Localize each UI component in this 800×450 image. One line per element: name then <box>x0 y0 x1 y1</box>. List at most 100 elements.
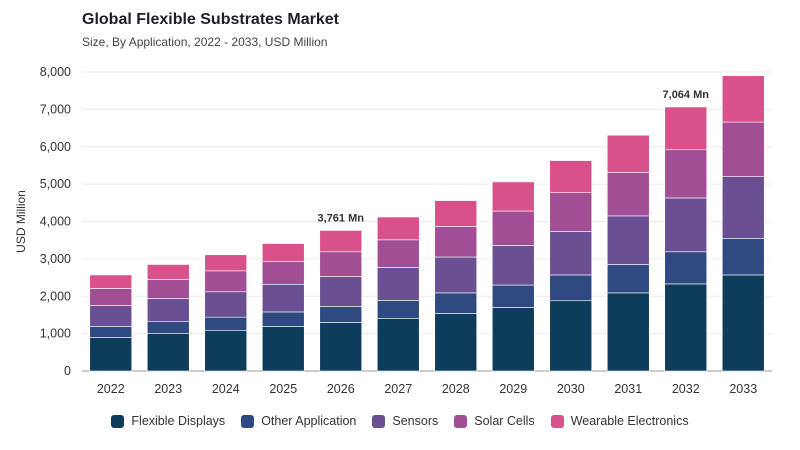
bar-segment <box>606 264 650 294</box>
bar-segment <box>549 160 593 194</box>
bar-segment <box>491 181 535 212</box>
bar-segment <box>491 284 535 308</box>
bar-segment <box>261 283 305 313</box>
legend-swatch <box>454 414 468 428</box>
bar-segment <box>319 251 363 277</box>
bar-segment <box>664 283 708 372</box>
bar-segment <box>319 322 363 372</box>
x-tick-label: 2028 <box>442 382 470 396</box>
bar-segment <box>204 316 248 331</box>
chart-title: Global Flexible Substrates Market <box>82 11 339 28</box>
x-tick-label: 2025 <box>269 382 297 396</box>
legend-item: Other Application <box>241 414 356 428</box>
y-tick-label: 7,000 <box>40 102 71 116</box>
legend-swatch <box>111 414 125 428</box>
bar-segment <box>721 121 765 177</box>
bar-segment <box>434 256 478 294</box>
legend-swatch <box>550 414 564 428</box>
bar-segment <box>491 210 535 246</box>
bar-segment <box>606 172 650 217</box>
bar-segment <box>146 264 190 280</box>
bar-segment <box>89 274 133 289</box>
bar-segment <box>434 200 478 227</box>
bar-segment <box>89 337 133 372</box>
bar-segment <box>319 306 363 323</box>
x-tick-label: 2026 <box>327 382 355 396</box>
bar-segment <box>146 333 190 372</box>
x-tick-label: 2031 <box>614 382 642 396</box>
y-tick-label: 0 <box>64 364 71 378</box>
bar-segment <box>549 192 593 232</box>
y-tick-label: 6,000 <box>40 140 71 154</box>
bar-segment <box>89 326 133 338</box>
x-tick-label: 2032 <box>672 382 700 396</box>
legend-swatch <box>241 414 255 428</box>
bar-segment <box>89 288 133 306</box>
bar-segment <box>261 326 305 372</box>
bar-total-annotation: 3,761 Mn <box>318 212 365 224</box>
x-tick-label: 2030 <box>557 382 585 396</box>
x-tick-label: 2027 <box>384 382 412 396</box>
stacked-bar-chart: 0 1,000 2,000 3,000 4,000 5,000 6,000 7,000 8,00… <box>14 65 772 396</box>
bar-segment <box>204 291 248 318</box>
legend-item: Wearable Electronics <box>550 414 689 428</box>
bar-segment <box>261 261 305 285</box>
bar-segment <box>434 313 478 372</box>
x-tick-label: 2024 <box>212 382 240 396</box>
bar-segment <box>664 197 708 253</box>
y-tick-label: 3,000 <box>40 252 71 266</box>
bar-segment <box>261 311 305 327</box>
x-tick-label: 2029 <box>499 382 527 396</box>
bar-segment <box>721 274 765 372</box>
x-tick-label: 2033 <box>729 382 757 396</box>
legend-label: Flexible Displays <box>131 414 226 428</box>
bar-segment <box>549 300 593 372</box>
bar-segment <box>664 106 708 151</box>
y-tick-label: 4,000 <box>40 215 71 229</box>
bar-segment <box>376 267 420 301</box>
bar-segment <box>204 329 248 372</box>
bar-segment <box>376 300 420 319</box>
legend-item: Solar Cells <box>454 414 535 428</box>
y-tick-label: 1,000 <box>40 327 71 341</box>
bar-segment <box>606 215 650 265</box>
chart-legend: Flexible Displays Other Application Sensor… <box>0 414 800 428</box>
bar-segment <box>376 318 420 372</box>
chart-subtitle: Size, By Application, 2022 - 2033, USD M… <box>82 35 328 49</box>
bar-segment <box>549 274 593 302</box>
bar-segment <box>434 226 478 258</box>
bar-segment <box>146 321 190 334</box>
bar-segment <box>721 238 765 276</box>
bar-segment <box>491 307 535 372</box>
y-tick-label: 5,000 <box>40 177 71 191</box>
bar-total-annotation: 7,064 Mn <box>663 89 710 101</box>
bar-segment <box>319 276 363 307</box>
bar-segment <box>434 292 478 314</box>
x-tick-label: 2022 <box>97 382 125 396</box>
legend-label: Wearable Electronics <box>570 414 689 428</box>
bar-segment <box>491 245 535 286</box>
legend-label: Other Application <box>261 414 357 428</box>
legend-label: Sensors <box>392 414 439 428</box>
bar-segment <box>664 251 708 285</box>
legend-swatch <box>372 414 386 428</box>
bar-segment <box>204 270 248 293</box>
bar-segment <box>376 216 420 241</box>
legend-item: Flexible Displays <box>111 414 225 428</box>
bar-segment <box>204 254 248 272</box>
y-tick-label: 8,000 <box>40 65 71 79</box>
legend-label: Solar Cells <box>474 414 535 428</box>
bar-segment <box>376 239 420 268</box>
bar-segment <box>146 298 190 322</box>
bar-segment <box>319 230 363 253</box>
legend-item: Sensors <box>372 414 438 428</box>
bar-segment <box>664 149 708 199</box>
bar-segment <box>89 305 133 327</box>
bar-segment <box>261 243 305 262</box>
bar-segment <box>721 176 765 239</box>
y-axis-title: USD Million <box>14 190 28 253</box>
bar-segment <box>549 231 593 276</box>
bar-segment <box>606 292 650 372</box>
bar-segment <box>146 279 190 299</box>
bar-segment <box>606 134 650 173</box>
